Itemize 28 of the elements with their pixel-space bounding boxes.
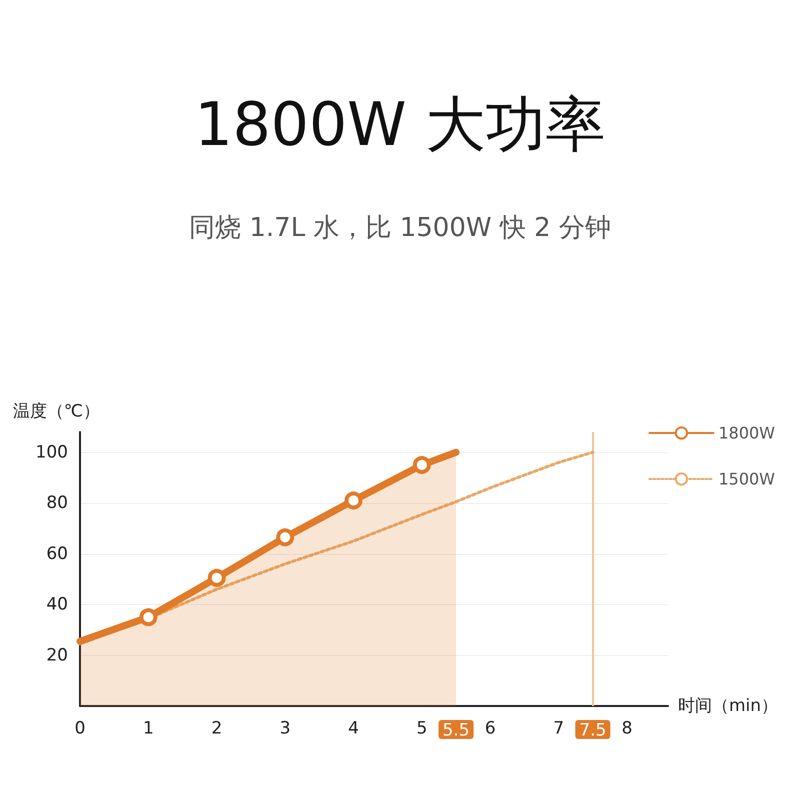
y-tick-label: 40 [46, 594, 68, 615]
legend-label: 1800W [718, 424, 776, 442]
y-tick-label: 60 [46, 544, 68, 564]
x-tick-label: 1 [142, 718, 154, 738]
y-tick-label: 100 [36, 442, 68, 462]
x-tick-label: 5.5 [442, 720, 470, 740]
point [208, 568, 226, 587]
y-tick-label: 80 [46, 493, 68, 514]
x-tick-label: 8 [622, 718, 632, 738]
x-tick-label: 5 [416, 718, 428, 738]
x-tick-label: 7.5 [579, 720, 606, 740]
chart-subtitle: 同烧 1.7L 水，比 1500W 快 2 分钟 [189, 213, 611, 243]
x-tick-label: 6 [484, 718, 496, 738]
x-axis-title: 时间（min） [678, 696, 778, 716]
x-tick-label: 3 [280, 718, 291, 738]
legend-label: 1500W [718, 470, 776, 488]
point [412, 456, 431, 474]
x-tick-label: 7 [553, 718, 564, 738]
line-series [78, 450, 594, 646]
point [344, 492, 362, 510]
chart-title: 1800W 大功率 [194, 90, 606, 160]
x-tick-label: 4 [348, 718, 359, 738]
y-axis-title: 温度（℃） [12, 402, 100, 422]
x-tick-label: 2 [211, 718, 222, 738]
point [276, 528, 294, 546]
y-tick-label: 20 [46, 645, 68, 666]
x-tick-label: 0 [74, 718, 86, 738]
point [139, 608, 158, 626]
